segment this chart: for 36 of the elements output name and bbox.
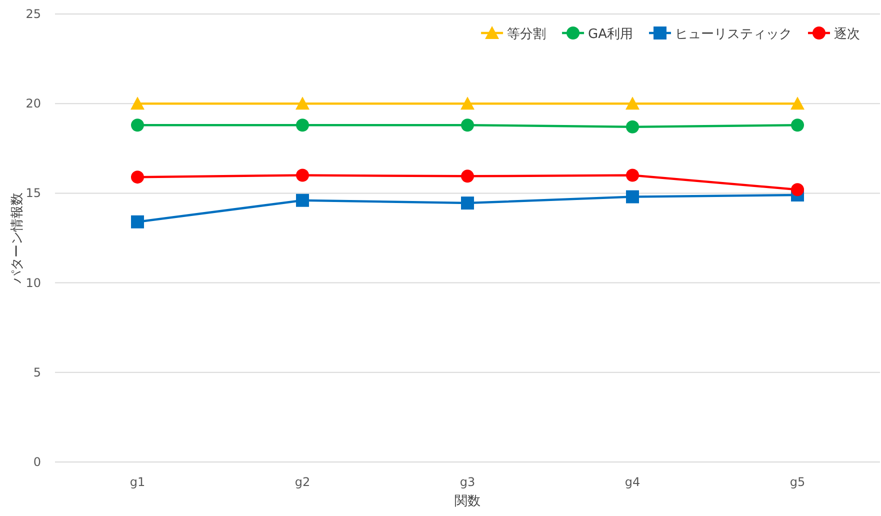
point [131, 118, 144, 132]
point [461, 118, 474, 132]
x-tick-label: g3 [460, 475, 476, 489]
legend-label: ヒューリスティック [675, 27, 792, 42]
x-tick-label: g1 [130, 475, 146, 489]
legend-label: GA利用 [588, 27, 633, 42]
point [791, 118, 804, 132]
x-tick-label: g4 [624, 475, 640, 489]
y-tick-label: 10 [26, 276, 41, 290]
point [296, 118, 309, 132]
point [461, 170, 474, 183]
y-tick-label: 5 [33, 365, 41, 380]
point [791, 183, 804, 196]
point [296, 194, 309, 207]
point [131, 215, 144, 228]
y-tick-label: 25 [26, 7, 41, 21]
legend-label: 等分割 [507, 27, 546, 42]
point [130, 96, 144, 110]
x-tick-label: g2 [294, 475, 310, 489]
point [626, 120, 639, 134]
point [626, 96, 640, 110]
point [296, 96, 310, 110]
point [461, 196, 474, 210]
point [626, 168, 639, 182]
point [131, 170, 144, 184]
point [296, 168, 309, 182]
y-tick-label: 20 [26, 96, 41, 111]
point [626, 190, 639, 204]
x-tick-label: g5 [790, 475, 806, 489]
y-axis-title: パターン情報数 [10, 192, 25, 284]
point [460, 96, 474, 110]
point [790, 96, 804, 110]
legend-label: 逐次 [834, 27, 860, 42]
y-tick-label: 0 [33, 455, 41, 469]
y-tick-label: 15 [26, 186, 41, 200]
x-axis-title: 関数 [454, 494, 480, 509]
